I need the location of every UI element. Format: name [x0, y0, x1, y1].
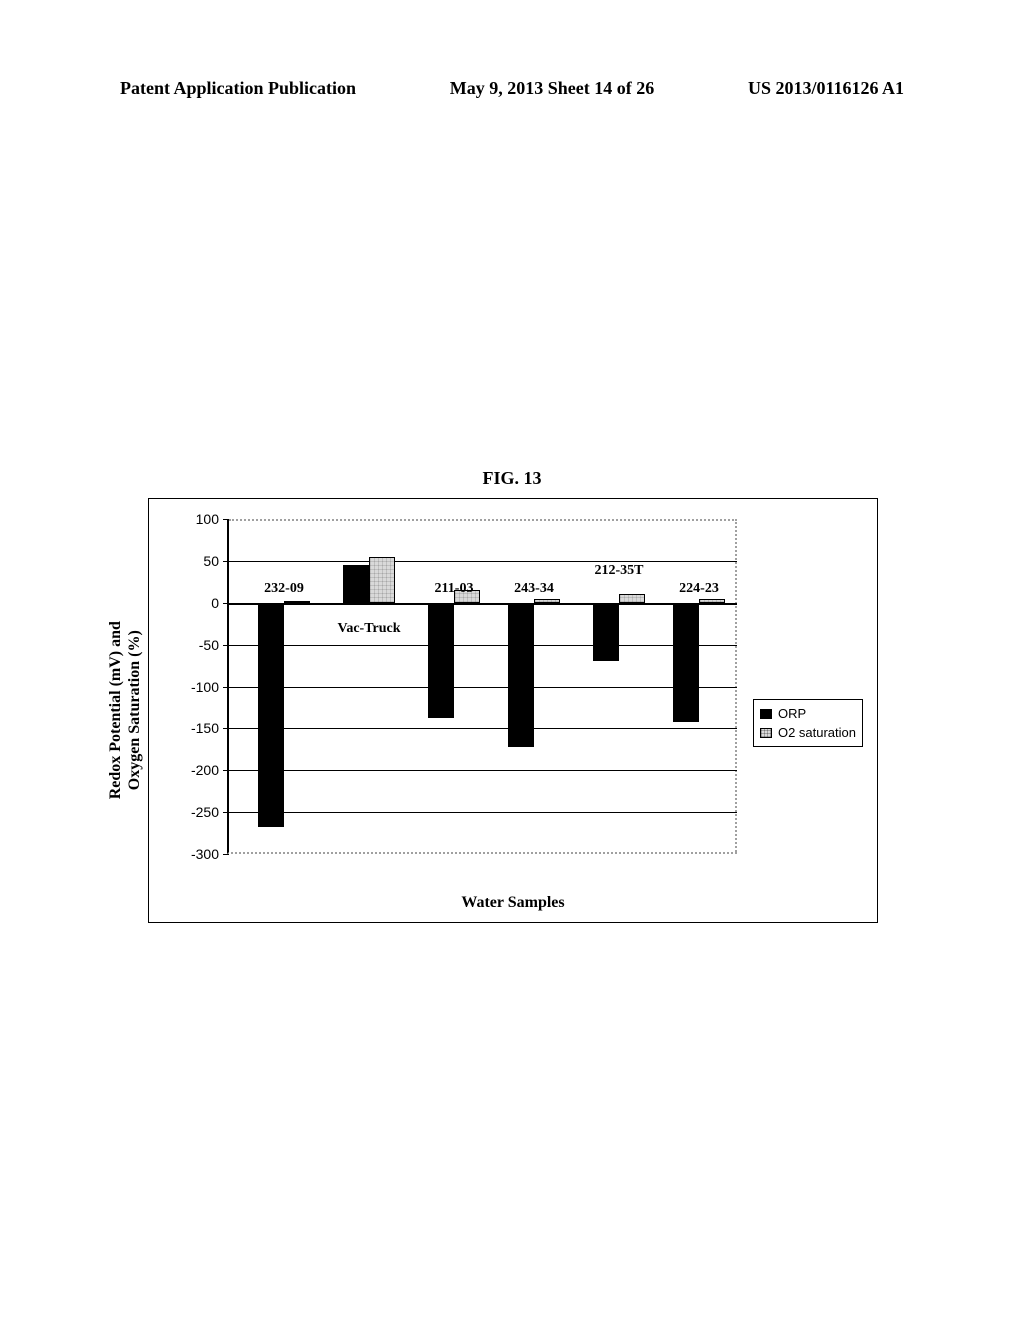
ylabel-line2: Oxygen Saturation (%) — [126, 631, 143, 791]
y-axis-label-wrap: Redox Potential (mV) and Oxygen Saturati… — [101, 499, 149, 922]
category-label: Vac-Truck — [338, 621, 401, 637]
y-tick-label: 0 — [211, 595, 219, 611]
y-tick — [223, 854, 229, 855]
legend-row: O2 saturation — [760, 723, 856, 742]
ylabel-line1: Redox Potential (mV) and — [107, 621, 124, 799]
y-tick-label: -200 — [191, 762, 219, 778]
header-center: May 9, 2013 Sheet 14 of 26 — [450, 78, 654, 99]
page-header: Patent Application Publication May 9, 20… — [0, 78, 1024, 99]
plot-area: 100500-50-100-150-200-250-300 232-09Vac-… — [227, 519, 737, 854]
header-right: US 2013/0116126 A1 — [748, 78, 904, 99]
category-label: 232-09 — [264, 581, 304, 597]
square-hatch-icon — [760, 728, 772, 738]
y-tick-label: -300 — [191, 846, 219, 862]
y-tick-label: 50 — [203, 553, 219, 569]
y-axis-label: Redox Potential (mV) and Oxygen Saturati… — [106, 621, 144, 799]
category-label: 212-35T — [595, 563, 644, 579]
y-tick-label: -50 — [199, 637, 219, 653]
y-tick-label: -250 — [191, 804, 219, 820]
legend: ORP O2 saturation — [753, 699, 863, 747]
square-dark-icon — [760, 709, 772, 719]
y-tick-label: 100 — [196, 511, 219, 527]
figure-caption: FIG. 13 — [0, 468, 1024, 489]
header-left: Patent Application Publication — [120, 78, 356, 99]
chart-frame: Redox Potential (mV) and Oxygen Saturati… — [148, 498, 878, 923]
legend-row: ORP — [760, 704, 856, 723]
legend-label: ORP — [778, 706, 806, 721]
category-labels: 232-09 Vac-Truck 211-03 243-34 212-35T 224-23 — [229, 519, 737, 852]
legend-label: O2 saturation — [778, 725, 856, 740]
y-tick-label: -100 — [191, 679, 219, 695]
y-tick-label: -150 — [191, 720, 219, 736]
category-label: 224-23 — [679, 581, 719, 597]
category-label: 211-03 — [435, 581, 474, 597]
category-label: 243-34 — [514, 581, 554, 597]
x-axis-label: Water Samples — [149, 894, 877, 912]
